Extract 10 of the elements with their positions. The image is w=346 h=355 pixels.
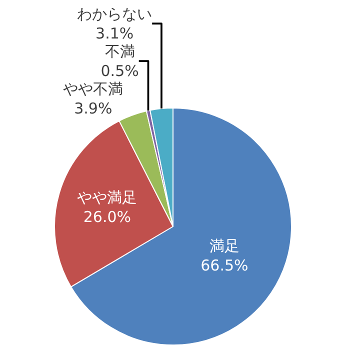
data-label: 0.5% <box>100 62 139 80</box>
slice-label: 満足 <box>209 237 240 256</box>
data-label: 26.0% <box>83 208 132 226</box>
slice-label: 不満 <box>104 42 135 60</box>
slice-label: やや満足 <box>77 188 138 207</box>
slice-label: やや不満 <box>63 80 124 98</box>
data-label: 66.5% <box>200 256 248 275</box>
slice-label: わからない <box>77 4 152 23</box>
data-label: 3.9% <box>74 99 112 118</box>
data-label: 3.1% <box>96 24 134 42</box>
